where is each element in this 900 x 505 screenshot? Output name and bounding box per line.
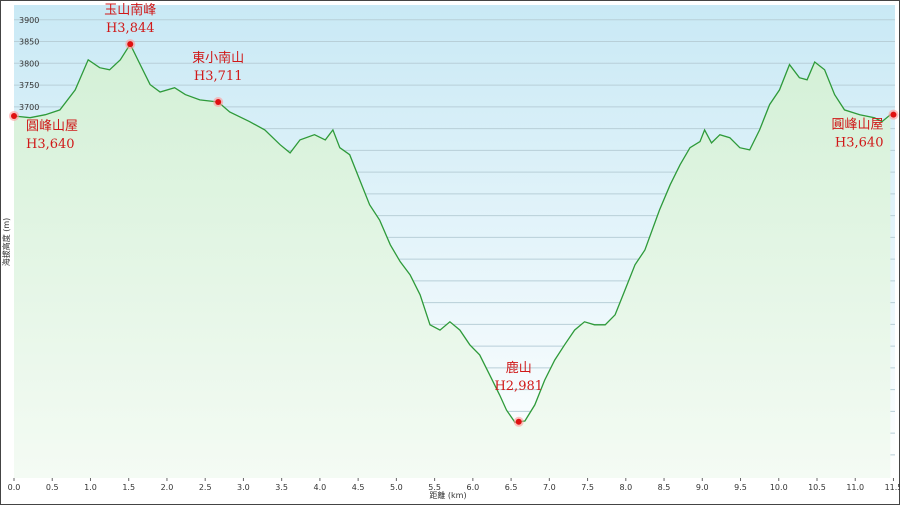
marker bbox=[890, 111, 897, 118]
y-tick-label: 3750 bbox=[19, 81, 39, 90]
marker bbox=[215, 99, 222, 106]
annotation-name: 圓峰山屋 bbox=[26, 119, 78, 134]
y-tick-label: 3850 bbox=[19, 38, 39, 47]
annotation-name: 東小南山 bbox=[192, 50, 244, 66]
y-axis-title: 海拔高度 (m) bbox=[1, 218, 11, 267]
marker bbox=[11, 112, 17, 119]
x-tick-label: 6.0 bbox=[466, 483, 479, 492]
x-tick-label: 0.5 bbox=[46, 483, 59, 492]
x-axis-title: 距離 (km) bbox=[429, 490, 466, 500]
x-tick-label: 3.0 bbox=[237, 483, 250, 492]
x-tick-label: 2.5 bbox=[199, 483, 212, 492]
annotation-elevation: H2,981 bbox=[494, 379, 543, 394]
annotation-name: 鹿山 bbox=[506, 360, 532, 376]
y-tick-label: 3700 bbox=[19, 103, 39, 112]
x-tick-label: 3.5 bbox=[275, 483, 288, 492]
x-tick-label: 6.5 bbox=[505, 483, 518, 492]
x-tick-label: 2.0 bbox=[161, 483, 174, 492]
x-tick-label: 7.5 bbox=[581, 483, 594, 492]
annotation-elevation: H3,711 bbox=[194, 69, 243, 84]
x-tick-label: 4.5 bbox=[352, 483, 365, 492]
x-tick-label: 9.5 bbox=[734, 483, 747, 492]
x-tick-label: 1.5 bbox=[122, 483, 135, 492]
x-tick-label: 11.0 bbox=[846, 483, 864, 492]
x-tick-label: 7.0 bbox=[543, 483, 556, 492]
x-tick-label: 9.0 bbox=[696, 483, 709, 492]
annotation-elevation: H3,640 bbox=[835, 136, 884, 151]
y-tick-label: 3900 bbox=[19, 16, 39, 25]
marker bbox=[515, 418, 522, 425]
x-tick-label: 8.5 bbox=[658, 483, 671, 492]
annotation-name: 玉山南峰 bbox=[104, 2, 156, 18]
x-tick-label: 0.0 bbox=[8, 483, 21, 492]
profile-line bbox=[13, 42, 891, 423]
x-tick-label: 10.5 bbox=[808, 483, 826, 492]
area-fill bbox=[14, 44, 891, 478]
x-tick-label: 5.5 bbox=[428, 483, 441, 492]
y-tick-label: 3800 bbox=[19, 59, 39, 68]
x-tick-label: 10.0 bbox=[770, 483, 788, 492]
x-tick-label: 8.0 bbox=[619, 483, 632, 492]
x-tick-label: 11.5 bbox=[885, 483, 900, 492]
marker bbox=[127, 41, 134, 48]
annotation-elevation: H3,640 bbox=[26, 137, 75, 152]
x-tick-label: 5.0 bbox=[390, 483, 403, 492]
x-tick-label: 1.0 bbox=[84, 483, 97, 492]
annotation-name: 圓峰山屋 bbox=[831, 118, 883, 133]
annotation-elevation: H3,844 bbox=[106, 21, 155, 36]
x-tick-label: 4.0 bbox=[314, 483, 327, 492]
